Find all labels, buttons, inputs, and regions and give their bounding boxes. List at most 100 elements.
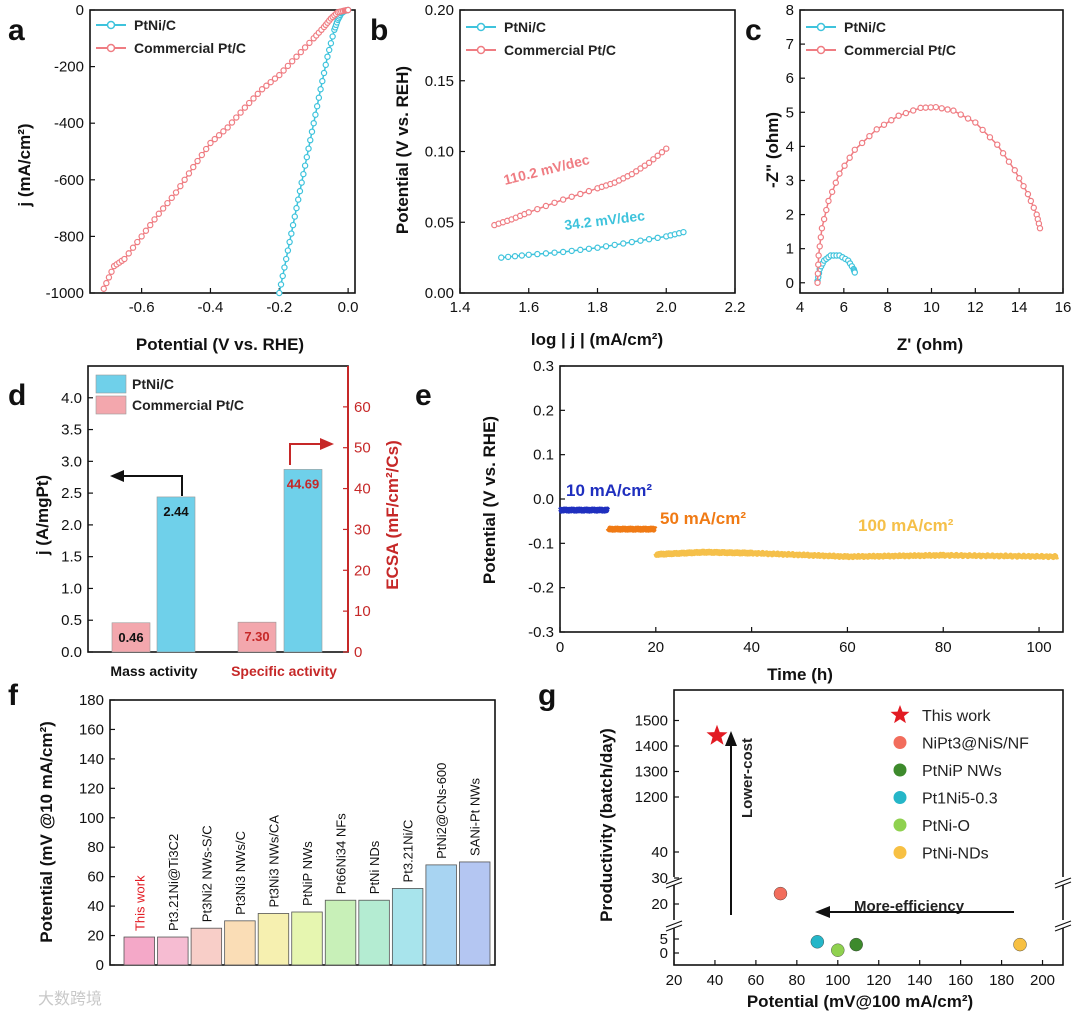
g-xtick-label: 20 xyxy=(666,972,683,989)
g-legend-label: PtNi-O xyxy=(922,818,970,835)
a-series-point-1 xyxy=(105,274,113,281)
a-series-point-0 xyxy=(303,153,311,161)
c-series-point-1 xyxy=(815,261,822,268)
c-series-point-1 xyxy=(938,105,945,112)
a-series-point-0 xyxy=(313,103,321,110)
a-series-point-0 xyxy=(301,162,309,169)
c-series-point-1 xyxy=(917,104,924,112)
a-xtick-label: -0.2 xyxy=(266,299,292,316)
c-series-point-1 xyxy=(895,112,902,119)
g-xtick-label: 60 xyxy=(748,972,765,989)
g-axis-break xyxy=(665,920,683,928)
f-bar-label: Pt3.21Ni/C xyxy=(401,820,416,883)
d-ytick-label: 0.5 xyxy=(61,612,82,629)
e-series-line-0 xyxy=(558,506,611,514)
b-series-point-0 xyxy=(577,246,584,254)
d-ytick-label: 0.0 xyxy=(61,644,82,661)
c-series-point-1 xyxy=(902,109,910,117)
a-series-point-0 xyxy=(279,272,286,280)
d-bar-ptni-specific xyxy=(283,469,323,653)
b-series-point-1 xyxy=(551,199,558,206)
b-annotation-ptni: 34.2 mV/dec xyxy=(563,207,645,233)
a-series-point-1 xyxy=(263,82,270,89)
a-series-point-1 xyxy=(233,114,240,121)
f-bar xyxy=(257,913,290,966)
g-arrow-efficiency-head xyxy=(815,906,830,918)
a-series-point-0 xyxy=(310,119,317,127)
a-series-point-0 xyxy=(308,128,316,135)
f-ylabel: Potential (mV @10 mA/cm²) xyxy=(37,721,56,943)
g-legend-label: This work xyxy=(922,708,991,725)
e-ytick-label: 0.2 xyxy=(533,402,554,419)
a-ytick-label: -600 xyxy=(54,172,84,189)
d-bar-label: 44.69 xyxy=(287,476,320,491)
a-ytick-label: -800 xyxy=(54,228,84,245)
a-series-point-1 xyxy=(129,244,137,251)
a-series-point-0 xyxy=(317,86,324,93)
b-series-point-1 xyxy=(585,187,593,195)
d-ytick-label: 2.0 xyxy=(61,517,82,534)
d-bar-label: 0.46 xyxy=(118,630,143,645)
f-ytick-label: 0 xyxy=(96,957,104,974)
g-ylabel: Productivity (batch/day) xyxy=(597,728,616,922)
c-series-point-1 xyxy=(1011,167,1018,174)
c-series-point-1 xyxy=(1030,204,1037,211)
b-series-point-0 xyxy=(680,228,687,236)
panel-label-d: d xyxy=(8,379,26,412)
g-point xyxy=(773,886,788,901)
d-ytick-label: 3.5 xyxy=(61,422,82,439)
b-series-point-1 xyxy=(663,145,670,152)
a-series-point-0 xyxy=(322,61,329,69)
c-series-point-1 xyxy=(815,252,822,259)
c-legend-marker xyxy=(816,22,826,32)
a-ytick-label: -400 xyxy=(54,115,84,132)
b-series-point-0 xyxy=(534,250,541,258)
g-legend-label: PtNiP NWs xyxy=(922,763,1002,780)
g-xtick-label: 40 xyxy=(707,972,724,989)
panel-label-f: f xyxy=(8,679,19,712)
d-ytick-label-right: 50 xyxy=(354,440,371,457)
a-series-point-1 xyxy=(306,39,313,47)
b-series-point-0 xyxy=(568,247,575,255)
a-series-point-1 xyxy=(293,53,300,60)
a-series-point-1 xyxy=(245,99,253,107)
b-series-point-1 xyxy=(650,156,657,163)
g-ytick-label: 0 xyxy=(660,945,668,962)
g-axis-break xyxy=(665,924,683,932)
a-series-point-0 xyxy=(293,204,300,212)
c-series-point-1 xyxy=(858,139,866,147)
g-legend-marker xyxy=(893,791,907,804)
c-series-point-1 xyxy=(1005,158,1013,165)
b-series-point-1 xyxy=(658,149,666,156)
panel-label-g: g xyxy=(538,679,556,712)
a-series-point-1 xyxy=(202,145,210,153)
panel-g: 20 40 60 80 100 120 140 160 180 200 05 20 30 40 1200 13… xyxy=(635,689,1072,989)
b-ytick-label: 0.10 xyxy=(425,144,454,161)
f-bar-label: Pt3Ni3 NWs/C xyxy=(233,831,248,915)
g-annotation-efficiency: More-efficiency xyxy=(854,898,965,915)
g-xtick-label: 140 xyxy=(907,972,932,989)
f-ytick-label: 140 xyxy=(79,751,104,768)
a-series-point-1 xyxy=(108,268,115,275)
c-series-point-1 xyxy=(994,141,1001,148)
a-series-point-1 xyxy=(168,194,175,202)
g-ytick-label: 1200 xyxy=(635,789,668,806)
g-point xyxy=(1013,937,1027,952)
c-legend-label: PtNi/C xyxy=(844,19,886,35)
g-xtick-label: 80 xyxy=(788,972,805,989)
b-series-point-0 xyxy=(620,240,627,247)
c-series-point-1 xyxy=(986,134,994,141)
a-series-point-1 xyxy=(254,90,261,98)
g-legend-label: Pt1Ni5-0.3 xyxy=(922,791,998,808)
e-annotation-10: 10 mA/cm² xyxy=(566,481,652,500)
a-legend-marker xyxy=(106,20,116,30)
panel-label-e: e xyxy=(415,379,432,412)
b-series-point-0 xyxy=(504,253,512,261)
a-xlabel: Potential (V vs. RHE) xyxy=(136,335,304,354)
a-series-point-1 xyxy=(301,44,309,51)
b-legend-label: Commercial Pt/C xyxy=(504,42,616,58)
b-legend-marker xyxy=(476,45,486,55)
f-bar-label: PtNi NDs xyxy=(367,840,382,894)
c-legend-marker xyxy=(816,45,826,55)
e-xtick-label: 60 xyxy=(839,639,856,656)
